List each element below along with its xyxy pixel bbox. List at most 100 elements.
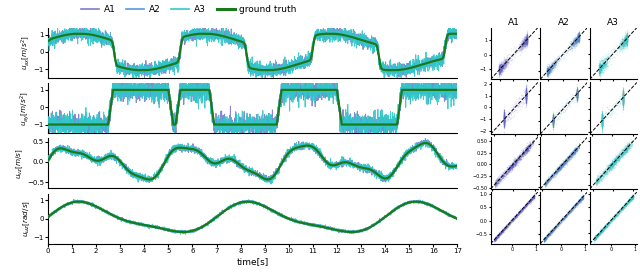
Point [555,220,565,225]
Point [611,213,621,217]
Point [600,171,611,175]
Point [499,119,509,123]
Point [618,98,628,102]
Point [618,98,628,103]
Point [542,64,552,69]
Point [627,195,637,199]
Point [618,89,628,94]
Point [622,41,632,45]
Point [499,114,509,119]
Point [605,165,615,170]
Point [617,153,627,158]
Point [621,151,632,155]
Point [520,35,531,40]
Point [499,119,509,123]
Point [595,68,605,72]
Point [499,120,509,124]
Point [621,38,632,42]
Point [628,193,638,197]
Point [521,93,531,97]
Point [622,37,632,41]
Point [598,62,609,66]
Point [556,163,566,167]
Point [494,181,504,185]
Point [572,90,582,94]
Point [521,92,531,96]
Point [499,112,509,117]
Point [569,152,579,156]
Point [521,101,531,105]
Point [547,120,557,124]
Point [595,66,605,70]
Point [590,235,600,240]
Point [597,116,607,121]
Point [618,102,628,107]
Point [570,39,580,43]
Point [521,91,531,96]
Point [521,96,531,100]
Point [554,222,564,226]
Point [620,201,630,206]
Point [499,121,509,125]
Point [573,33,583,37]
Point [559,160,570,165]
Point [573,201,583,206]
Point [547,117,557,122]
Point [597,124,607,129]
Point [522,146,532,150]
Point [572,93,582,98]
Point [572,84,582,89]
Point [516,153,526,158]
Point [522,42,532,46]
Point [564,152,574,156]
Point [620,152,630,156]
Point [556,217,566,221]
Point [547,124,557,128]
Point [499,121,509,125]
Point [543,67,554,72]
Point [511,105,522,110]
Point [521,94,531,98]
Point [501,224,511,229]
Point [612,211,622,216]
Point [490,237,500,242]
Point [542,65,552,70]
Point [572,93,582,98]
Point [562,157,572,161]
Point [553,223,563,227]
Point [494,67,504,72]
Point [618,89,628,94]
Point [619,33,629,37]
Point [614,152,625,157]
Point [572,92,582,96]
Point [561,159,571,163]
Point [504,115,515,119]
Point [577,196,587,200]
Point [547,119,557,124]
Point [574,39,584,43]
Point [541,237,551,241]
Point [522,34,532,39]
Point [499,120,509,124]
Point [618,99,628,103]
Point [541,237,551,241]
Point [500,225,510,229]
Point [597,119,607,124]
Point [493,232,504,237]
Point [627,193,637,197]
Point [618,99,628,104]
Point [602,60,612,64]
Point [490,184,500,188]
Point [524,199,534,203]
Point [497,62,507,66]
Point [522,35,532,39]
Point [547,117,557,122]
Point [493,176,503,181]
Point [494,181,504,185]
Point [621,39,632,43]
Point [570,41,580,46]
Point [521,87,531,92]
Point [561,213,571,217]
Point [606,217,616,222]
Point [543,181,554,185]
